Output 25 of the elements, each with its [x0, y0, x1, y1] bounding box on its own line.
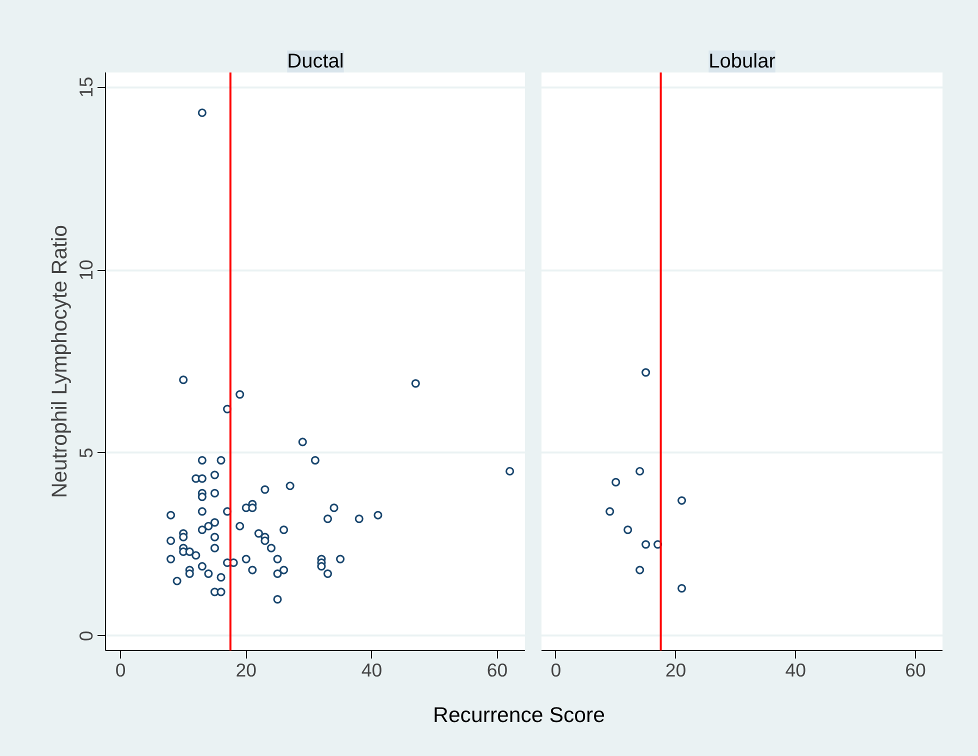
y-tick-label: 10 — [76, 260, 96, 280]
point — [636, 566, 644, 574]
point — [612, 478, 620, 487]
point — [641, 368, 650, 377]
point — [677, 584, 686, 593]
x-tick-label: 0 — [115, 660, 126, 680]
x-tick-label: 40 — [785, 660, 806, 680]
y-tick-label: 15 — [76, 76, 96, 98]
chart-title: Ductal — [287, 50, 344, 72]
point — [677, 496, 686, 505]
point — [624, 525, 632, 534]
y-axis-title: Neutrophil Lymphocyte Ratio — [48, 224, 72, 498]
x-tick-label: 20 — [665, 660, 686, 680]
y-tick-label: 5 — [76, 448, 96, 458]
chart-title: Lobular — [708, 50, 776, 72]
x-tick-label: 40 — [361, 660, 382, 680]
x-tick-label: 0 — [550, 660, 562, 680]
y-tick-label: 0 — [76, 630, 96, 642]
x-tick-label: 60 — [486, 660, 508, 680]
x-tick-label: 20 — [236, 660, 257, 680]
x-tick-label: 60 — [905, 660, 926, 680]
point — [641, 540, 650, 549]
point — [636, 466, 644, 476]
x-axis-title: Recurrence Score — [433, 702, 605, 729]
point — [606, 507, 614, 516]
